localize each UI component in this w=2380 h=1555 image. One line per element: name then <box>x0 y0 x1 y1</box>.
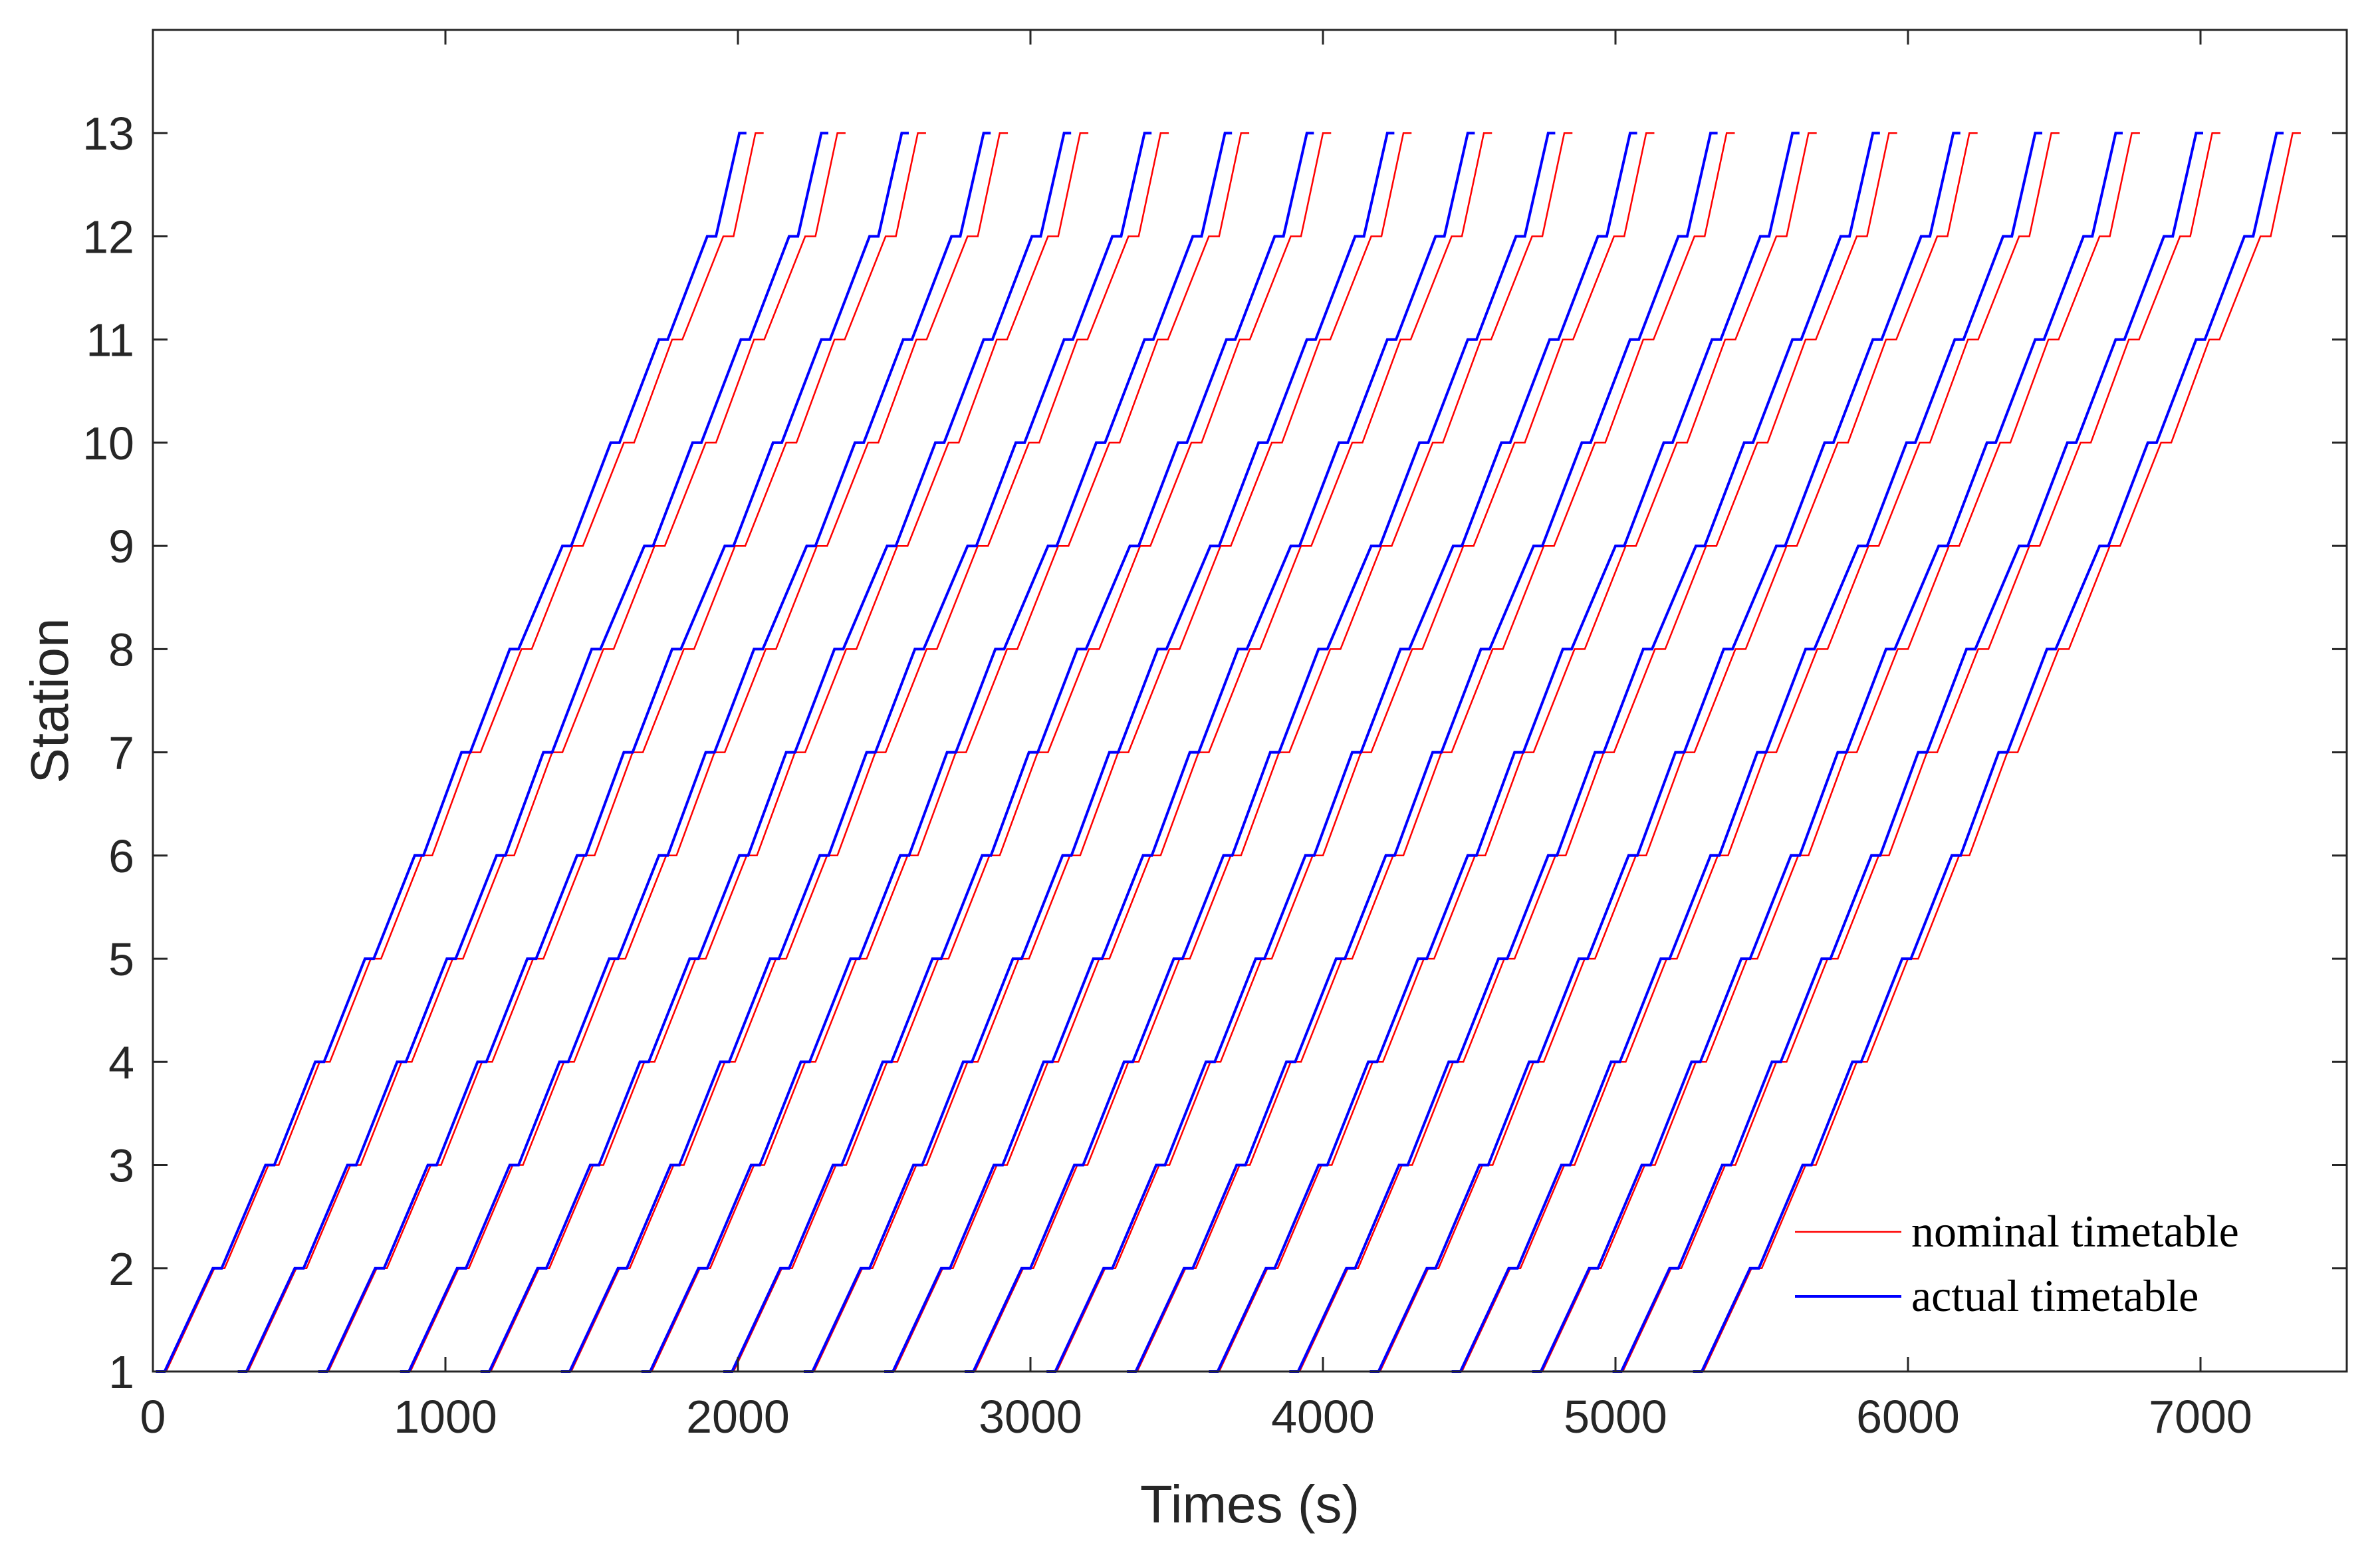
train-line <box>237 132 828 1373</box>
y-axis-title: Station <box>20 618 79 783</box>
train-line <box>1289 132 1880 1373</box>
x-tick-label: 4000 <box>1271 1391 1375 1443</box>
x-tick-label: 5000 <box>1564 1391 1667 1443</box>
y-tick-label: 12 <box>82 211 134 263</box>
train-line <box>641 132 1233 1373</box>
train-line <box>804 132 1395 1373</box>
train-line <box>965 132 1556 1373</box>
train-line <box>400 132 991 1373</box>
train-line <box>156 132 747 1373</box>
x-tick-label: 3000 <box>979 1391 1082 1443</box>
train-line <box>560 132 1152 1373</box>
plot-area <box>153 30 2347 1372</box>
train-line <box>1451 132 2042 1373</box>
y-tick-label: 13 <box>82 108 134 160</box>
legend-label-actual: actual timetable <box>1911 1270 2199 1321</box>
train-line <box>480 132 1072 1373</box>
x-tick-label: 0 <box>140 1391 166 1443</box>
x-axis-title: Times (s) <box>1140 1475 1360 1534</box>
train-line <box>1127 132 1718 1373</box>
x-tick-label: 1000 <box>394 1391 497 1443</box>
y-tick-label: 1 <box>108 1346 134 1398</box>
y-tick-label: 9 <box>108 521 134 572</box>
train-line <box>1532 132 2123 1373</box>
train-line <box>1209 132 1800 1373</box>
train-line <box>1693 132 2284 1373</box>
train-line <box>318 132 909 1373</box>
axes-box <box>152 29 2348 1373</box>
tick-layer: 0 1000 2000 3000 4000 5000 6000 700012345678910… <box>82 30 2347 1443</box>
train-line <box>1369 132 1961 1373</box>
y-tick-label: 2 <box>108 1243 134 1295</box>
legend-label-nominal: nominal timetable <box>1911 1206 2239 1256</box>
y-tick-label: 8 <box>108 624 134 675</box>
series-actual <box>156 132 2284 1373</box>
train-line <box>1612 132 2203 1373</box>
y-tick-label: 11 <box>86 314 134 366</box>
y-tick-label: 7 <box>108 727 134 779</box>
x-tick-label: 2000 <box>686 1391 790 1443</box>
x-tick-label: 6000 <box>1856 1391 1960 1443</box>
series-layer <box>156 132 2301 1373</box>
train-line <box>884 132 1475 1373</box>
y-tick-label: 6 <box>108 830 134 882</box>
y-tick-label: 5 <box>108 933 134 985</box>
train-line <box>1046 132 1637 1373</box>
x-tick-label: 7000 <box>2149 1391 2252 1443</box>
y-tick-label: 10 <box>82 418 134 469</box>
train-line <box>723 132 1314 1373</box>
legend: nominal timetable actual timetable <box>1795 1206 2239 1321</box>
y-tick-label: 4 <box>108 1036 134 1088</box>
y-tick-label: 3 <box>108 1140 134 1192</box>
